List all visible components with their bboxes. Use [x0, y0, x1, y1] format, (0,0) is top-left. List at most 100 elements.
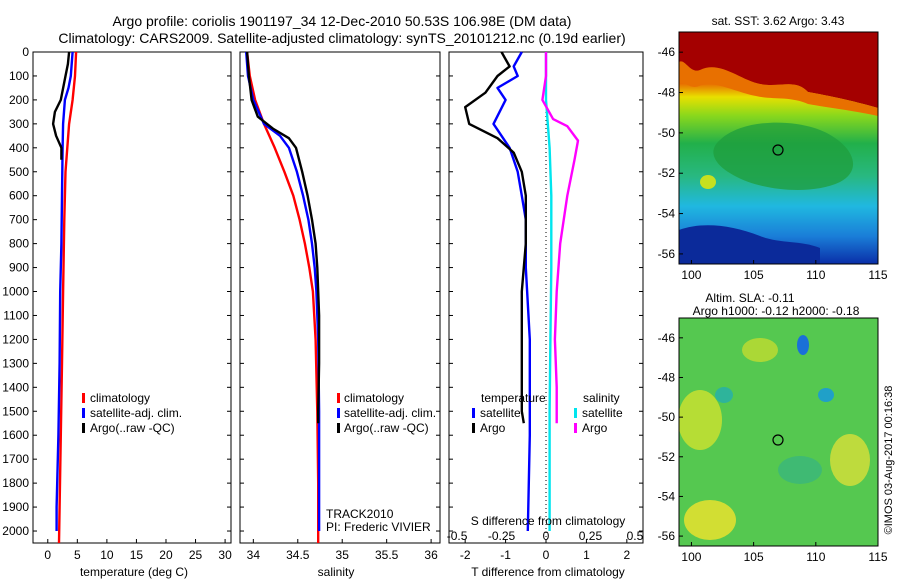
- difference-top-tick-label: -0.25: [488, 529, 516, 543]
- map-y-tick-label: -50: [658, 126, 676, 140]
- legend-title-temperature: temperature: [481, 391, 546, 405]
- depth-axis: 0 100 200 300 400 500 600 700 800 900 1000 1100 1200…: [2, 45, 643, 538]
- series-line-salinity-argo: [541, 52, 580, 424]
- depth-tick-label: 1200: [2, 332, 29, 346]
- difference-top-tick-label: 0.25: [579, 529, 603, 543]
- temperature-legend: climatology satellite-adj. clim. Argo(..…: [82, 391, 182, 435]
- difference-top-xlabel: S difference from climatology: [471, 514, 626, 528]
- difference-x-tick-label: -2: [460, 548, 471, 562]
- temperature-x-tick-label: 25: [189, 548, 203, 562]
- depth-tick-label: 1100: [3, 308, 29, 322]
- sst-green-patch: [713, 122, 854, 190]
- map-y-tick-label: -48: [658, 370, 676, 384]
- map-y-tick-label: -46: [658, 45, 676, 59]
- temperature-x-tick-label: 15: [130, 548, 144, 562]
- temperature-lines: [51, 51, 78, 544]
- temperature-x-ticks: 0 5 10 15 20 25 30: [44, 539, 232, 562]
- legend-swatch-satellite: [337, 408, 340, 418]
- legend-label-argo: Argo(..raw -QC): [90, 421, 175, 435]
- depth-tick-label: 1400: [2, 380, 29, 394]
- depth-tick-label: 300: [9, 117, 29, 131]
- sst-cold-pool: [679, 225, 820, 264]
- sla-map-frame: [678, 317, 879, 547]
- legend-swatch-s-argo: [574, 423, 577, 433]
- sla-argo-location-marker: [772, 434, 784, 446]
- sst-map-frame: [678, 31, 879, 265]
- depth-tick-label: 500: [9, 165, 29, 179]
- difference-x-tick-label: -1: [500, 548, 511, 562]
- difference-legend: temperature salinity satellite Argo sate…: [472, 391, 623, 435]
- sla-blue-eddy-3: [715, 387, 733, 403]
- map-x-tick-label: 110: [806, 550, 825, 564]
- map-x-tick-label: 105: [744, 550, 764, 564]
- depth-tick-label: 2000: [2, 524, 29, 538]
- temperature-x-tick-label: 10: [100, 548, 114, 562]
- legend-swatch-climatology: [82, 393, 85, 403]
- series-line-climatology: [57, 51, 78, 544]
- sla-yellow-patch-1: [679, 390, 722, 450]
- legend-label-t-argo: Argo: [480, 421, 506, 435]
- legend-label-climatology: climatology: [90, 391, 150, 405]
- depth-tick-label: 100: [9, 69, 29, 83]
- map-y-tick-label: -48: [658, 86, 676, 100]
- salinity-x-tick-label: 34: [247, 548, 261, 562]
- series-line-temperature-argo: [464, 51, 527, 424]
- salinity-xlabel: salinity: [318, 565, 355, 579]
- legend-label-satellite: satellite-adj. clim.: [90, 406, 182, 420]
- map-x-tick-label: 100: [681, 550, 701, 564]
- series-line-salinity-satellite: [544, 52, 553, 531]
- series-line-satellite-adj-clim-: [55, 51, 74, 531]
- difference-xlabel: T difference from climatology: [471, 565, 625, 579]
- copyright-label: ©IMOS 03-Aug-2017 00:16:38: [883, 386, 895, 535]
- difference-x-tick-label: 1: [583, 548, 590, 562]
- map-y-tick-label: -52: [658, 166, 676, 180]
- depth-tick-label: 800: [9, 237, 29, 251]
- depth-tick-label: 200: [9, 93, 29, 107]
- map-y-tick-label: -46: [658, 331, 676, 345]
- legend-swatch-argo: [82, 423, 85, 433]
- legend-swatch-argo: [337, 423, 340, 433]
- legend-label-s-argo: Argo: [582, 421, 608, 435]
- legend-swatch-t-argo: [472, 423, 475, 433]
- figure-title-line2: Climatology: CARS2009. Satellite-adjuste…: [58, 30, 625, 46]
- sst-argo-location-marker: [772, 144, 784, 156]
- legend-swatch-s-satellite: [574, 408, 577, 418]
- depth-tick-label: 1300: [2, 356, 29, 370]
- series-line-climatology: [245, 51, 320, 543]
- series-line-satellite-adj-clim-: [245, 51, 321, 531]
- salinity-x-tick-label: 36: [424, 548, 438, 562]
- map-y-tick-label: -54: [658, 489, 676, 503]
- legend-swatch-t-satellite: [472, 408, 475, 418]
- difference-panel-frame: [448, 51, 644, 544]
- map-y-tick-label: -52: [658, 450, 676, 464]
- figure-title-line1: Argo profile: coriolis 1901197_34 12-Dec…: [113, 13, 572, 29]
- legend-label-climatology: climatology: [344, 391, 404, 405]
- sla-blue-eddy-1: [797, 335, 809, 355]
- difference-x-tick-label: 2: [623, 548, 630, 562]
- map-y-tick-label: -54: [658, 207, 676, 221]
- temperature-xlabel: temperature (deg C): [80, 565, 188, 579]
- difference-lines: [464, 51, 580, 543]
- salinity-x-ticks: 34 34.5 35 35.5 36: [247, 539, 438, 562]
- sla-teal-patch: [778, 456, 822, 484]
- salinity-panel-frame: [239, 51, 441, 544]
- sla-yellow-patch-3: [830, 434, 870, 486]
- map-x-tick-label: 115: [868, 268, 887, 282]
- legend-label-t-satellite: satellite: [480, 406, 521, 420]
- map-x-tick-label: 115: [868, 550, 887, 564]
- salinity-x-tick-label: 35.5: [375, 548, 399, 562]
- depth-tick-label: 900: [9, 261, 29, 275]
- depth-tick-label: 1700: [2, 452, 29, 466]
- sst-map-title: sat. SST: 3.62 Argo: 3.43: [712, 14, 845, 28]
- map-y-tick-label: -56: [658, 247, 676, 261]
- sst-map-ticks: 100 105 110 115 -46 -48 -50 -52 -54 -56: [658, 45, 888, 282]
- legend-label-s-satellite: satellite: [582, 406, 623, 420]
- sst-yellow-spot: [700, 175, 716, 189]
- track-annotation: TRACK2010: [326, 507, 394, 521]
- series-line-temperature-satellite: [492, 51, 531, 532]
- pi-annotation: PI: Frederic VIVIER: [326, 520, 431, 534]
- salinity-x-tick-label: 34.5: [286, 548, 310, 562]
- difference-top-tick-label: -0.5: [447, 529, 468, 543]
- legend-label-argo: Argo(..raw -QC): [344, 421, 429, 435]
